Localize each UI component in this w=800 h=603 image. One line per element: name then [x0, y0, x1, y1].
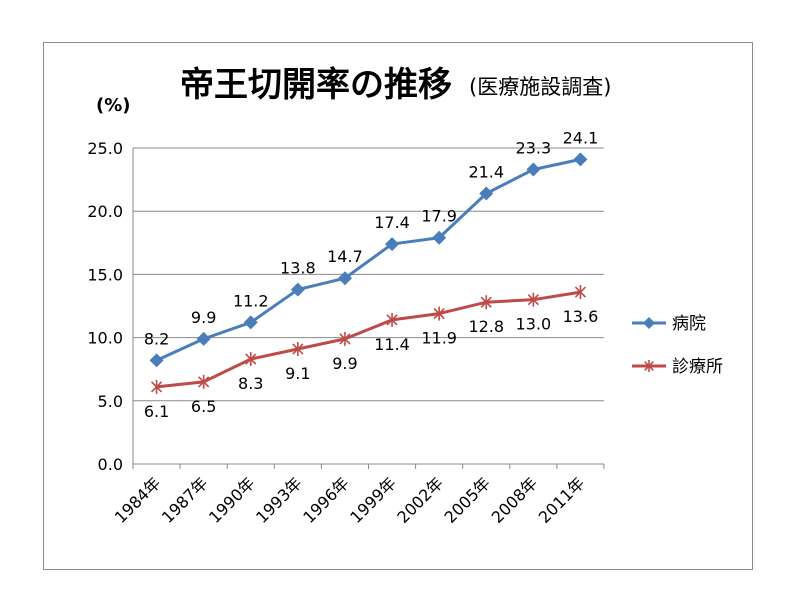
star-marker [339, 331, 351, 346]
data-label: 13.8 [280, 259, 316, 278]
diamond-marker [149, 353, 164, 368]
star-marker [480, 295, 492, 310]
data-label: 12.8 [468, 317, 504, 336]
y-tick-label: 15.0 [87, 265, 123, 284]
data-label: 11.2 [233, 291, 269, 310]
series-line-0 [155, 157, 581, 362]
chart-frame: 帝王切開率の推移 (医療施設調査) (%) 0.0 5.0 10.0 15.0 20.0… [43, 42, 753, 570]
x-tick-label: 1990年 [205, 473, 259, 527]
data-labels: 8.2 9.9 11.2 13.8 14.7 17.4 17.9 21.4 23.3 24.1 6.… [144, 128, 598, 421]
x-tick-label: 1984年 [111, 473, 165, 527]
diamond-marker [337, 271, 352, 286]
data-label: 21.4 [468, 163, 504, 182]
diamond-marker [243, 315, 258, 330]
star-marker [245, 352, 257, 367]
legend-label: 診療所 [672, 357, 723, 377]
data-label: 6.1 [144, 402, 169, 421]
data-label: 11.4 [374, 335, 410, 354]
diamond-marker [479, 186, 494, 201]
x-tick-label: 1993年 [252, 473, 306, 527]
data-label: 14.7 [327, 247, 363, 266]
diamond-marker [526, 162, 541, 177]
y-tick-label: 10.0 [87, 329, 123, 348]
diamond-marker [432, 230, 447, 245]
chart-title: 帝王切開率の推移 [180, 65, 452, 105]
star-marker [644, 360, 654, 372]
x-tick-label: 1987年 [158, 473, 212, 527]
star-marker [150, 379, 163, 394]
y-tick-label: 20.0 [87, 202, 123, 221]
chart-svg: 帝王切開率の推移 (医療施設調査) (%) 0.0 5.0 10.0 15.0 20.0… [87, 65, 723, 527]
data-label: 6.5 [191, 397, 216, 416]
y-tick-label: 5.0 [98, 392, 123, 411]
data-label: 13.0 [516, 315, 552, 334]
star-marker [527, 292, 539, 307]
star-marker [574, 285, 587, 300]
series-layer [149, 152, 588, 394]
y-axis-label: (%) [96, 95, 131, 116]
series-line-1 [156, 290, 581, 389]
star-marker [198, 374, 210, 389]
legend-label: 病院 [672, 314, 706, 334]
data-label: 9.9 [332, 354, 357, 373]
x-tick-label: 2002年 [393, 473, 447, 527]
y-tick-label: 25.0 [87, 139, 123, 158]
data-label: 23.3 [516, 138, 552, 157]
x-tick-label: 2011年 [535, 473, 589, 527]
x-tick-label: 2005年 [441, 473, 495, 527]
data-label: 9.9 [191, 308, 216, 327]
data-label: 11.9 [421, 329, 457, 348]
diamond-marker [573, 152, 588, 167]
data-label: 13.6 [563, 307, 599, 326]
x-tick-label: 1999年 [346, 473, 400, 527]
star-marker [292, 341, 304, 356]
diamond-marker [196, 331, 211, 346]
diamond-marker [643, 317, 655, 329]
x-tick-label: 1996年 [299, 473, 353, 527]
data-label: 8.3 [238, 374, 263, 393]
star-marker [433, 306, 445, 321]
data-label: 8.2 [144, 329, 169, 348]
diamond-marker [385, 237, 400, 252]
chart-subtitle: (医療施設調査) [469, 75, 611, 99]
data-label: 24.1 [563, 128, 599, 147]
data-label: 17.4 [374, 213, 410, 232]
diamond-marker [290, 282, 305, 297]
data-label: 9.1 [285, 364, 310, 383]
star-marker [386, 312, 398, 327]
x-tick-label: 2008年 [488, 473, 542, 527]
y-tick-label: 0.0 [98, 455, 123, 474]
data-label: 17.9 [421, 207, 457, 226]
gridlines [133, 147, 604, 402]
